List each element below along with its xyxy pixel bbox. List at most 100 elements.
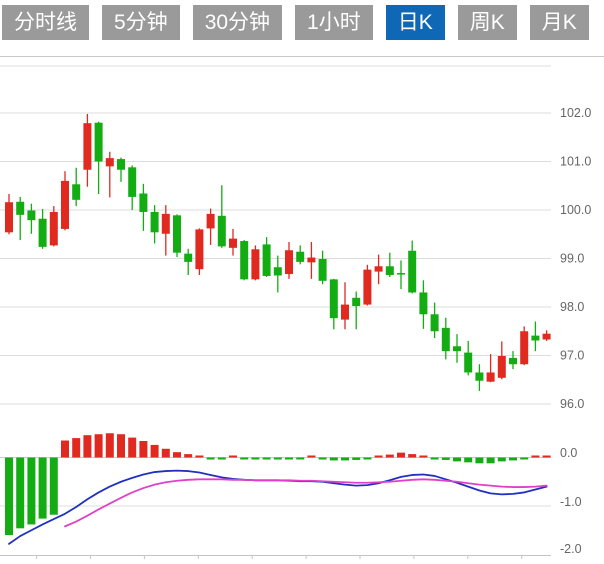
macd-axis-label: 0.0 xyxy=(560,446,577,460)
macd-axis-label: -1.0 xyxy=(560,495,582,509)
macd-histogram-bar xyxy=(374,455,383,458)
candle-body xyxy=(318,258,327,281)
tab-monthly-k[interactable]: 月K xyxy=(529,5,589,40)
candle-body xyxy=(509,357,517,365)
candle-body xyxy=(341,304,349,320)
macd-histogram-bar xyxy=(161,448,170,458)
tab-weekly-k[interactable]: 周K xyxy=(457,5,517,40)
macd-histogram-bar xyxy=(307,455,316,458)
candle-body xyxy=(363,269,372,305)
candle-body xyxy=(16,201,25,215)
macd-histogram-bar xyxy=(229,455,237,458)
macd-axis-label: -2.0 xyxy=(560,542,582,556)
macd-histogram-bar xyxy=(61,440,69,458)
macd-histogram-bar xyxy=(464,457,473,463)
macd-histogram-bar xyxy=(150,444,159,458)
macd-histogram-bar xyxy=(363,457,372,460)
macd-histogram-bar xyxy=(117,434,125,458)
price-axis-label: 96.0 xyxy=(560,397,584,411)
candle-body xyxy=(408,250,417,293)
macd-histogram-bar xyxy=(128,437,137,458)
macd-histogram-bar xyxy=(72,438,81,458)
macd-histogram-bar xyxy=(430,457,439,460)
dea-line xyxy=(64,478,548,528)
candle-body xyxy=(217,215,226,247)
candle-body xyxy=(173,215,181,253)
macd-histogram-bar xyxy=(83,435,92,458)
candle-body xyxy=(453,346,461,352)
candle-body xyxy=(285,250,293,275)
macd-histogram-bar xyxy=(139,441,148,458)
price-axis-label: 102.0 xyxy=(560,106,591,120)
macd-histogram-bar xyxy=(38,457,47,519)
macd-histogram-bar xyxy=(105,433,114,458)
macd-histogram-bar xyxy=(240,457,249,460)
macd-histogram-bar xyxy=(475,457,484,464)
macd-histogram-bar xyxy=(352,457,361,460)
candle-body xyxy=(105,158,114,167)
candle-body xyxy=(206,213,215,229)
candle-body xyxy=(195,229,204,270)
macd-histogram-bar xyxy=(397,452,405,458)
candle-body xyxy=(497,355,506,378)
candle-body xyxy=(531,335,540,341)
tab-30min[interactable]: 30分钟 xyxy=(192,5,283,40)
macd-histogram-bar xyxy=(318,457,327,460)
candle-body xyxy=(397,273,405,275)
candle-body xyxy=(5,202,13,233)
candle-body xyxy=(307,257,316,263)
macd-histogram-bar xyxy=(509,457,517,461)
period-tabbar: 分时线 5分钟 30分钟 1小时 日K 周K 月K xyxy=(0,0,604,57)
candle-body xyxy=(139,193,148,212)
tab-daily-k[interactable]: 日K xyxy=(385,5,445,40)
candle-body xyxy=(83,123,92,170)
macd-histogram-bar xyxy=(5,457,13,536)
candle-body xyxy=(72,184,81,200)
price-axis-label: 100.0 xyxy=(560,203,591,217)
macd-histogram-bar xyxy=(285,457,293,460)
macd-histogram-bar xyxy=(329,457,338,461)
price-axis-label: 101.0 xyxy=(560,155,591,169)
candle-body xyxy=(486,372,495,382)
candle-body xyxy=(329,279,338,319)
candle-body xyxy=(128,167,137,197)
candle-body xyxy=(374,266,383,272)
macd-histogram-bar xyxy=(273,457,282,460)
candle-body xyxy=(229,238,237,248)
candle-body xyxy=(61,180,69,229)
candle-body xyxy=(419,292,428,315)
macd-histogram-bar xyxy=(173,452,181,458)
candle-body xyxy=(520,331,529,365)
candle-body xyxy=(430,314,439,332)
candle-body xyxy=(352,297,361,307)
macd-histogram-bar xyxy=(486,457,495,464)
macd-histogram-bar xyxy=(385,454,394,458)
macd-histogram-bar xyxy=(497,457,506,462)
candle-body xyxy=(251,249,260,280)
macd-histogram-bar xyxy=(217,457,226,460)
macd-histogram-bar xyxy=(206,457,215,460)
candle-body xyxy=(117,159,125,170)
candle-body xyxy=(27,210,36,221)
price-axis-label: 99.0 xyxy=(560,252,584,266)
macd-histogram-bar xyxy=(520,457,529,460)
candle-body xyxy=(94,122,103,162)
candle-body xyxy=(542,333,551,340)
tab-time-line[interactable]: 分时线 xyxy=(2,5,89,40)
macd-histogram-bar xyxy=(453,457,461,462)
candle-body xyxy=(262,244,271,276)
candle-body xyxy=(385,266,394,275)
macd-histogram-bar xyxy=(531,455,540,458)
macd-histogram-bar xyxy=(251,457,260,460)
macd-histogram-bar xyxy=(184,454,193,458)
candle-body xyxy=(475,372,484,381)
candle-body xyxy=(49,211,58,246)
tab-5min[interactable]: 5分钟 xyxy=(102,5,180,40)
price-axis-label: 98.0 xyxy=(560,300,584,314)
tab-1hour[interactable]: 1小时 xyxy=(295,5,373,40)
macd-histogram-bar xyxy=(441,457,450,460)
candle-body xyxy=(240,241,249,280)
macd-histogram-bar xyxy=(94,434,103,458)
